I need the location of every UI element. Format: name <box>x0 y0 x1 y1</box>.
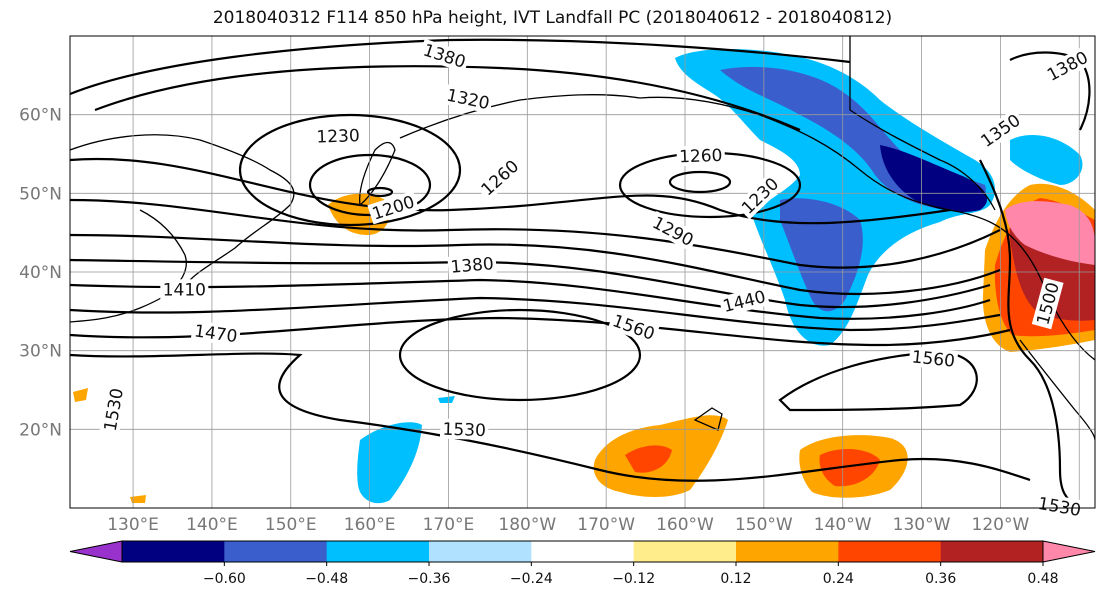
contour-label: 1380 <box>447 252 497 278</box>
colorbar-tick-label: 0.36 <box>925 571 956 587</box>
latitude-label: 50°N <box>19 184 62 204</box>
map-frame <box>69 35 1096 509</box>
contour-label-bg <box>718 285 770 317</box>
longitude-label: 120°W <box>972 515 1030 535</box>
longitude-labels: 130°E 140°E 150°E 160°E 170°E 180°W 170°W 160°W… <box>107 515 1029 535</box>
gridlines <box>70 36 1095 508</box>
contour-label-bg <box>974 108 1026 153</box>
contour-label: 1560 <box>908 346 959 372</box>
longitude-label: 140°W <box>814 515 872 535</box>
contour-label: 1410 <box>160 279 209 300</box>
longitude-label: 140°E <box>186 515 238 535</box>
longitude-label: 170°W <box>577 515 635 535</box>
longitude-label: 130°E <box>107 515 159 535</box>
longitude-label: 130°W <box>893 515 951 535</box>
colorbar-tick-label: −0.48 <box>305 571 348 587</box>
contour-label: 1260 <box>676 144 726 167</box>
colorbar-swatch <box>122 541 225 562</box>
contour-label-bg <box>367 190 420 225</box>
contour-label-bg <box>1034 492 1085 521</box>
map-title: 2018040312 F114 850 hPa height, IVT Land… <box>212 8 893 28</box>
contour-label: 1530 <box>439 418 489 441</box>
contour-label-bg <box>313 125 363 147</box>
latitude-label: 40°N <box>19 263 62 283</box>
colorbar-swatch <box>838 541 942 562</box>
colorbar: −0.60 −0.48 −0.36 −0.24 −0.12 0.12 0.24 0.36 0.4… <box>69 540 1096 587</box>
colorbar-tick-label: 0.48 <box>1027 571 1058 587</box>
contour-label: 1230 <box>313 125 363 148</box>
contour-label-bg <box>475 154 525 202</box>
contour-label-bg <box>418 38 471 73</box>
colorbar-tick-label: −0.36 <box>408 571 451 587</box>
contour-label-text: 1530 <box>442 420 486 441</box>
longitude-label: 180°W <box>498 515 556 535</box>
colorbar-tick-label: 0.12 <box>720 571 751 587</box>
colorbar-swatch <box>633 541 737 562</box>
colorbar-tick-label: −0.24 <box>510 571 553 587</box>
longitude-label: 160°E <box>344 515 396 535</box>
contour-label-text: 1380 <box>450 254 495 278</box>
contour-label-bg <box>607 309 660 345</box>
latitude-label: 30°N <box>19 342 62 362</box>
contour-label-bg <box>1041 45 1094 86</box>
colorbar-tick-label: −0.12 <box>612 571 655 587</box>
colorbar-swatch <box>531 541 635 562</box>
contour-label-text: 1230 <box>316 126 360 147</box>
colorbar-swatch <box>429 541 532 562</box>
ivt-negative-shading <box>357 49 1083 504</box>
contour-label-bg <box>1031 277 1064 330</box>
latitude-label: 60°N <box>19 106 62 126</box>
colorbar-swatch <box>224 541 328 562</box>
latitude-label: 20°N <box>19 420 62 440</box>
longitude-label: 150°E <box>265 515 317 535</box>
contour-label-bg <box>160 279 209 300</box>
contour-label-bg <box>908 346 959 371</box>
longitude-label: 160°W <box>656 515 714 535</box>
contour-label-text: 1260 <box>679 146 723 167</box>
longitude-label: 150°W <box>735 515 793 535</box>
colorbar-swatch <box>326 541 430 562</box>
colorbar-extend-high <box>1042 540 1096 563</box>
colorbar-swatch <box>940 541 1044 562</box>
contour-label-bg <box>442 84 494 114</box>
colorbar-swatch <box>736 541 839 562</box>
contour-label-bg <box>439 418 489 441</box>
contour-label-text: 1560 <box>911 347 956 371</box>
colorbar-tick-label: 0.24 <box>823 571 854 587</box>
contour-label-bg <box>647 210 700 252</box>
colorbar-extend-low <box>69 540 123 563</box>
contour-label: 1530 <box>99 384 128 436</box>
longitude-label: 170°E <box>423 515 475 535</box>
colorbar-tick-label: −0.60 <box>203 571 246 587</box>
contour-label-bg <box>190 320 242 347</box>
contour-label-bg <box>735 171 785 220</box>
contour-label-bg <box>676 144 726 167</box>
contour-label-bg <box>447 252 497 277</box>
contour-label-text: 1410 <box>163 280 206 300</box>
colorbar-frame <box>121 540 1044 563</box>
contour-label-bg <box>99 384 128 436</box>
latitude-labels: 60°N 50°N 40°N 30°N 20°N <box>19 106 62 441</box>
